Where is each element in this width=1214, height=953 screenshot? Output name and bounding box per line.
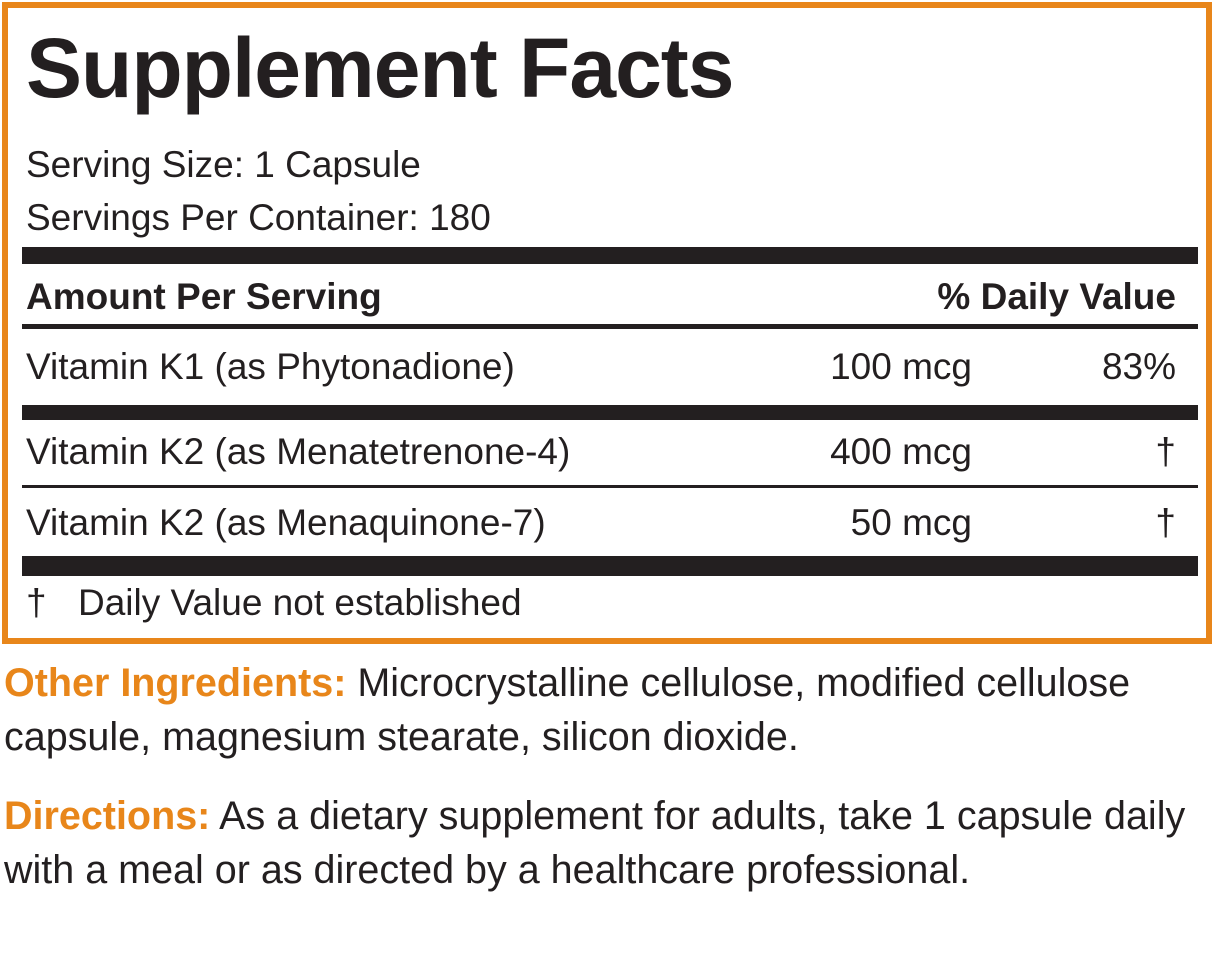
other-ingredients: Other Ingredients: Microcrystalline cell…: [4, 656, 1210, 764]
serving-size: Serving Size: 1 Capsule: [26, 144, 421, 185]
footnote-symbol: †: [26, 582, 47, 623]
servings-per-container: Servings Per Container: 180: [26, 197, 491, 238]
thick-rule: [22, 405, 1198, 420]
footnote-text: Daily Value not established: [78, 582, 522, 623]
directions-text: As a dietary supplement for adults, take…: [4, 794, 1186, 892]
thin-rule: [22, 485, 1198, 488]
amount: 100 mcg: [830, 346, 972, 387]
thick-rule: [22, 556, 1198, 576]
nutrient-name: Vitamin K1 (as Phytonadione): [26, 346, 515, 387]
other-ingredients-text: Microcrystalline cellulose, modified cel…: [4, 661, 1131, 759]
nutrient-row: Vitamin K2 (as Menaquinone-7) 50 mcg †: [22, 502, 1182, 552]
footnote: † Daily Value not established: [22, 582, 1182, 632]
facts-box: Supplement Facts Serving Size: 1 Capsule…: [2, 2, 1212, 644]
thick-rule: [22, 247, 1198, 264]
daily-value: 83%: [1101, 346, 1176, 387]
amount: 400 mcg: [830, 431, 972, 472]
daily-value: †: [1155, 502, 1176, 543]
thin-rule: [22, 324, 1198, 329]
header-row: Amount Per Serving % Daily Value: [22, 276, 1182, 326]
amount: 50 mcg: [850, 502, 972, 543]
directions: Directions: As a dietary supplement for …: [4, 789, 1210, 897]
nutrient-name: Vitamin K2 (as Menatetrenone-4): [26, 431, 571, 472]
title: Supplement Facts: [26, 21, 734, 115]
amount-header: Amount Per Serving: [26, 276, 382, 317]
daily-value: †: [1155, 431, 1176, 472]
nutrient-row: Vitamin K2 (as Menatetrenone-4) 400 mcg †: [22, 431, 1182, 481]
nutrient-name: Vitamin K2 (as Menaquinone-7): [26, 502, 546, 543]
nutrient-row: Vitamin K1 (as Phytonadione) 100 mcg 83%: [22, 346, 1182, 396]
daily-value-header: % Daily Value: [937, 276, 1176, 317]
other-ingredients-label: Other Ingredients:: [4, 661, 347, 705]
directions-label: Directions:: [4, 794, 211, 838]
